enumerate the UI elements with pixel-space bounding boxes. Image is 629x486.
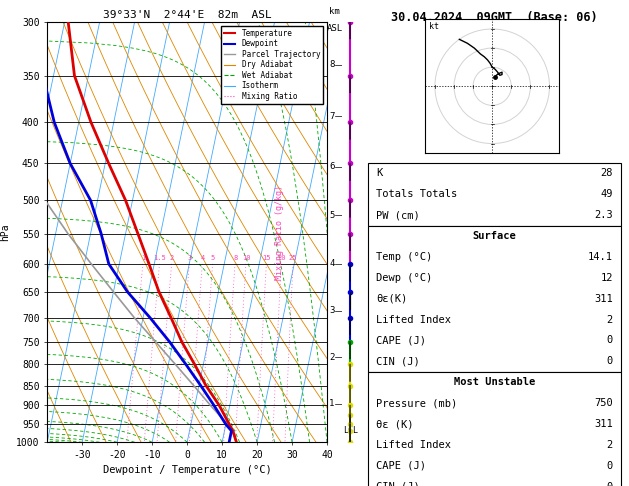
Text: 3: 3 — [329, 306, 335, 315]
Text: 28: 28 — [600, 168, 613, 178]
Text: 0: 0 — [606, 356, 613, 366]
Text: kt: kt — [429, 22, 439, 31]
Text: Dewp (°C): Dewp (°C) — [376, 273, 432, 283]
Text: 0: 0 — [606, 461, 613, 471]
Text: © weatheronline.co.uk: © weatheronline.co.uk — [438, 471, 551, 480]
Text: 0: 0 — [606, 335, 613, 346]
Text: Most Unstable: Most Unstable — [454, 377, 535, 387]
Legend: Temperature, Dewpoint, Parcel Trajectory, Dry Adiabat, Wet Adiabat, Isotherm, Mi: Temperature, Dewpoint, Parcel Trajectory… — [221, 26, 323, 104]
Text: Totals Totals: Totals Totals — [376, 189, 457, 199]
Text: 14.1: 14.1 — [588, 252, 613, 262]
Text: 8: 8 — [329, 60, 335, 69]
Text: PW (cm): PW (cm) — [376, 210, 420, 220]
Y-axis label: hPa: hPa — [1, 223, 11, 241]
Text: 8: 8 — [233, 255, 237, 261]
Text: 2: 2 — [606, 440, 613, 450]
Text: θε(K): θε(K) — [376, 294, 407, 304]
Text: 6: 6 — [329, 162, 335, 171]
Text: θε (K): θε (K) — [376, 419, 413, 429]
Text: Pressure (mb): Pressure (mb) — [376, 398, 457, 408]
Text: 1: 1 — [329, 399, 335, 408]
Text: 2: 2 — [329, 353, 335, 362]
Text: Lifted Index: Lifted Index — [376, 440, 451, 450]
Text: ASL: ASL — [326, 24, 343, 33]
Text: Surface: Surface — [472, 231, 516, 241]
Text: 0: 0 — [606, 482, 613, 486]
Text: 1: 1 — [141, 255, 145, 261]
Text: 12: 12 — [600, 273, 613, 283]
Bar — [368, 226, 621, 372]
Text: 311: 311 — [594, 419, 613, 429]
Text: 2: 2 — [170, 255, 174, 261]
Text: 49: 49 — [600, 189, 613, 199]
Text: 4: 4 — [329, 260, 335, 268]
Text: 5: 5 — [211, 255, 215, 261]
Text: 10: 10 — [242, 255, 250, 261]
Text: CAPE (J): CAPE (J) — [376, 461, 426, 471]
Text: 1.5: 1.5 — [153, 255, 166, 261]
Text: Mixing Ratio (g/kg): Mixing Ratio (g/kg) — [276, 185, 284, 279]
Text: 4: 4 — [201, 255, 204, 261]
Title: 39°33'N  2°44'E  82m  ASL: 39°33'N 2°44'E 82m ASL — [103, 10, 272, 20]
Text: 25: 25 — [289, 255, 298, 261]
Text: 311: 311 — [594, 294, 613, 304]
Bar — [368, 163, 621, 226]
Text: Temp (°C): Temp (°C) — [376, 252, 432, 262]
Text: km: km — [329, 7, 340, 16]
Text: 3: 3 — [187, 255, 192, 261]
Text: Lifted Index: Lifted Index — [376, 314, 451, 325]
Text: CIN (J): CIN (J) — [376, 482, 420, 486]
Text: K: K — [376, 168, 382, 178]
Text: CIN (J): CIN (J) — [376, 356, 420, 366]
Bar — [368, 372, 621, 486]
Text: 7: 7 — [329, 112, 335, 121]
Text: LCL: LCL — [343, 426, 359, 435]
Text: 15: 15 — [262, 255, 270, 261]
Text: 20: 20 — [277, 255, 286, 261]
Text: 5: 5 — [329, 211, 335, 220]
X-axis label: Dewpoint / Temperature (°C): Dewpoint / Temperature (°C) — [103, 466, 272, 475]
Text: 30.04.2024  09GMT  (Base: 06): 30.04.2024 09GMT (Base: 06) — [391, 11, 598, 24]
Text: 2: 2 — [606, 314, 613, 325]
Text: CAPE (J): CAPE (J) — [376, 335, 426, 346]
Text: 2.3: 2.3 — [594, 210, 613, 220]
Text: 750: 750 — [594, 398, 613, 408]
